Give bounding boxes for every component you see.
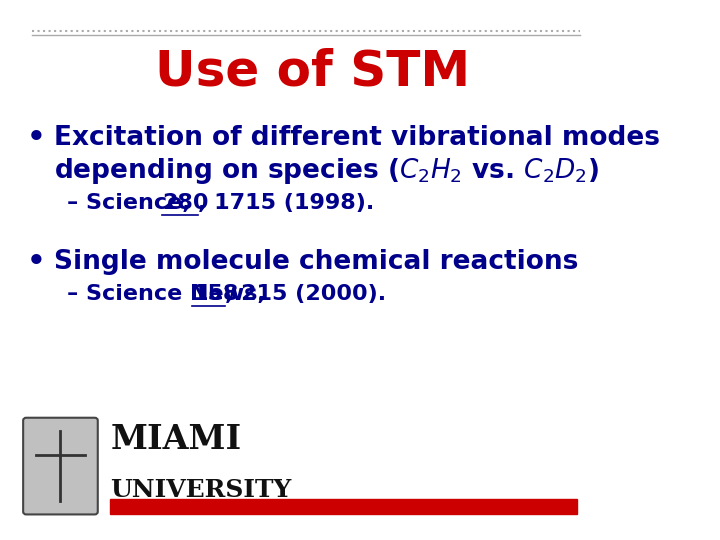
Text: UNIVERSITY: UNIVERSITY bbox=[110, 478, 292, 502]
Text: – Science News,: – Science News, bbox=[67, 284, 273, 304]
Text: Single molecule chemical reactions: Single molecule chemical reactions bbox=[54, 249, 579, 275]
Text: depending on species ($C_2H_2$ vs. $C_2D_2$): depending on species ($C_2H_2$ vs. $C_2D… bbox=[54, 156, 599, 186]
FancyBboxPatch shape bbox=[23, 418, 98, 515]
Text: , 1715 (1998).: , 1715 (1998). bbox=[198, 193, 374, 213]
Text: •: • bbox=[26, 124, 45, 152]
Text: •: • bbox=[26, 248, 45, 276]
Text: 158: 158 bbox=[192, 284, 238, 304]
Text: – Science,: – Science, bbox=[67, 193, 198, 213]
Text: Excitation of different vibrational modes: Excitation of different vibrational mode… bbox=[54, 125, 660, 151]
Text: , 215 (2000).: , 215 (2000). bbox=[225, 284, 386, 304]
Text: 280: 280 bbox=[162, 193, 208, 213]
Text: Use of STM: Use of STM bbox=[155, 47, 470, 95]
Bar bbox=[110, 500, 577, 515]
Text: MIAMI: MIAMI bbox=[110, 423, 241, 456]
